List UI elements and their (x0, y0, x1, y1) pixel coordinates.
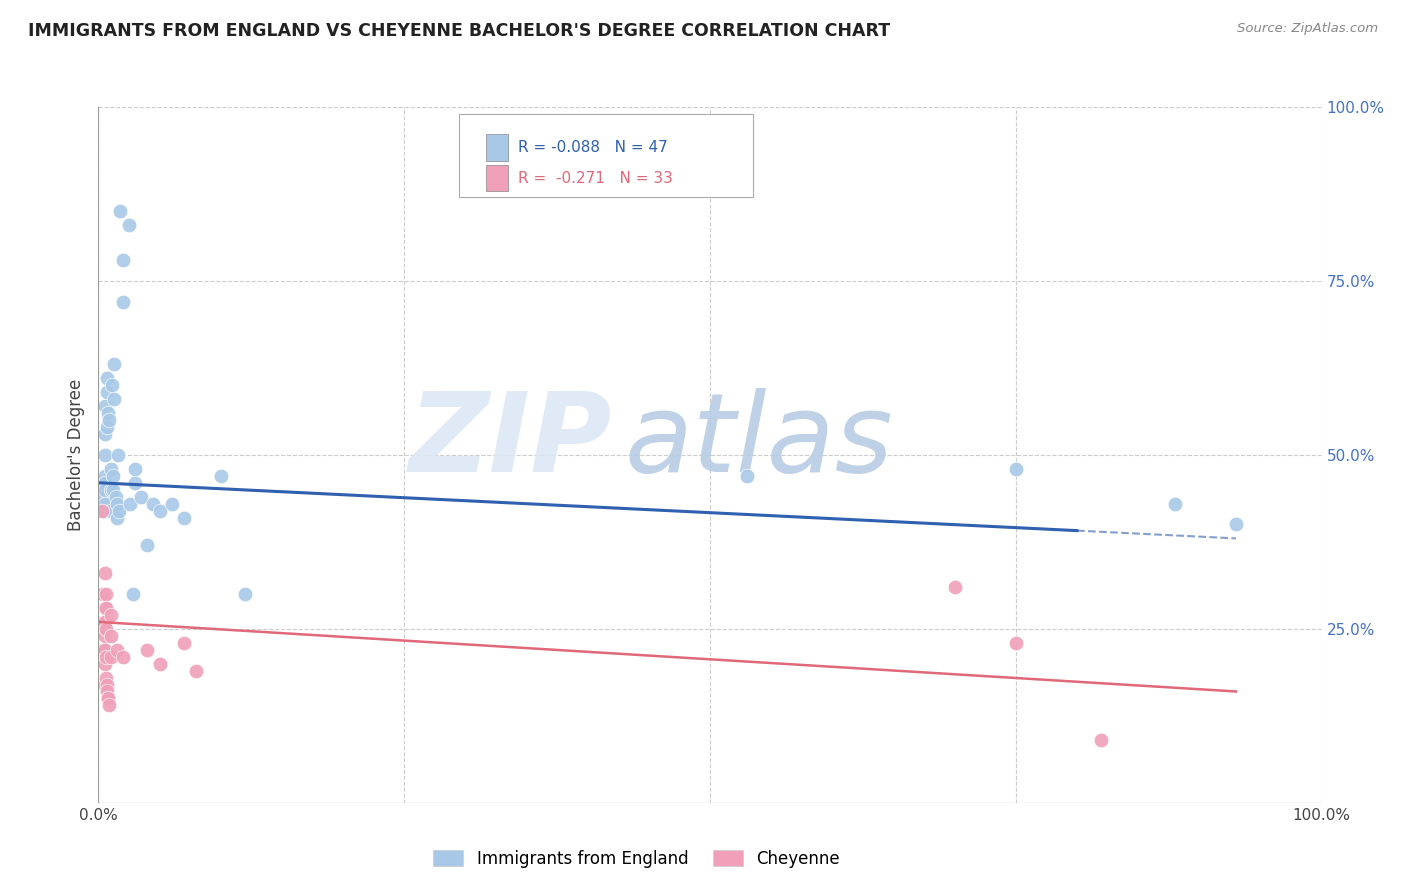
Point (97, 691, 120, 706)
Point (93, 601, 115, 615)
Point (103, 358, 125, 372)
Point (91, 642, 114, 657)
Point (93, 427, 115, 442)
Text: atlas: atlas (624, 387, 893, 494)
Point (105, 510, 128, 524)
Point (93, 497, 115, 511)
Point (160, 497, 183, 511)
Point (943, 580, 966, 594)
Point (1090, 733, 1112, 747)
Point (124, 462, 146, 476)
FancyBboxPatch shape (486, 165, 508, 191)
Point (94, 587, 117, 601)
Point (96, 371, 118, 385)
Point (1004, 462, 1026, 476)
Point (1225, 517, 1247, 532)
Point (103, 392, 125, 407)
Point (1004, 636, 1026, 650)
Point (93, 490, 115, 504)
Point (96, 420, 118, 434)
Point (93, 629, 115, 643)
Point (93, 483, 115, 497)
Point (105, 642, 128, 657)
Point (94, 649, 117, 664)
Point (104, 490, 127, 504)
Point (121, 587, 143, 601)
Point (120, 497, 142, 511)
Point (136, 538, 159, 552)
Point (136, 642, 159, 657)
Text: Source: ZipAtlas.com: Source: ZipAtlas.com (1237, 22, 1378, 36)
Point (111, 253, 134, 268)
Point (93, 503, 115, 517)
Point (96, 677, 118, 691)
Point (96, 684, 118, 698)
Point (111, 649, 134, 664)
Point (105, 497, 128, 511)
Point (108, 503, 131, 517)
Legend: Immigrants from England, Cheyenne: Immigrants from England, Cheyenne (426, 843, 846, 874)
Point (107, 448, 129, 462)
Point (1164, 497, 1187, 511)
Point (94, 601, 117, 615)
Point (98, 698, 121, 713)
Point (173, 636, 195, 650)
Point (173, 510, 195, 524)
Point (97, 406, 120, 420)
Point (94, 622, 117, 636)
Point (142, 497, 165, 511)
Point (91, 587, 114, 601)
FancyBboxPatch shape (460, 114, 752, 197)
Point (118, 219, 141, 233)
Y-axis label: Bachelor's Degree: Bachelor's Degree (67, 379, 86, 531)
Point (100, 483, 122, 497)
Point (129, 490, 152, 504)
Point (96, 385, 118, 400)
Point (93, 468, 115, 483)
Point (93, 399, 115, 413)
Text: ZIP: ZIP (409, 387, 612, 494)
Point (111, 294, 134, 309)
Point (93, 566, 115, 581)
Point (93, 475, 115, 490)
Point (101, 468, 124, 483)
Point (94, 671, 117, 685)
Point (233, 587, 256, 601)
Point (101, 483, 124, 497)
FancyBboxPatch shape (486, 134, 508, 161)
Point (93, 657, 115, 671)
Point (209, 468, 232, 483)
Point (149, 503, 172, 517)
Point (110, 204, 132, 219)
Point (93, 615, 115, 629)
Point (100, 607, 122, 622)
Point (91, 615, 114, 629)
Point (93, 642, 115, 657)
Point (186, 664, 208, 678)
Point (124, 475, 146, 490)
Text: R = -0.088   N = 47: R = -0.088 N = 47 (517, 140, 668, 155)
Point (149, 657, 172, 671)
Point (97, 691, 120, 706)
Point (100, 649, 122, 664)
Point (101, 378, 124, 392)
Point (93, 677, 115, 691)
Point (735, 468, 758, 483)
Point (100, 629, 122, 643)
Point (93, 448, 115, 462)
Text: R =  -0.271   N = 33: R = -0.271 N = 33 (517, 170, 673, 186)
Point (100, 503, 122, 517)
Point (91, 503, 114, 517)
Text: IMMIGRANTS FROM ENGLAND VS CHEYENNE BACHELOR'S DEGREE CORRELATION CHART: IMMIGRANTS FROM ENGLAND VS CHEYENNE BACH… (28, 22, 890, 40)
Point (98, 413, 121, 427)
Point (100, 462, 122, 476)
